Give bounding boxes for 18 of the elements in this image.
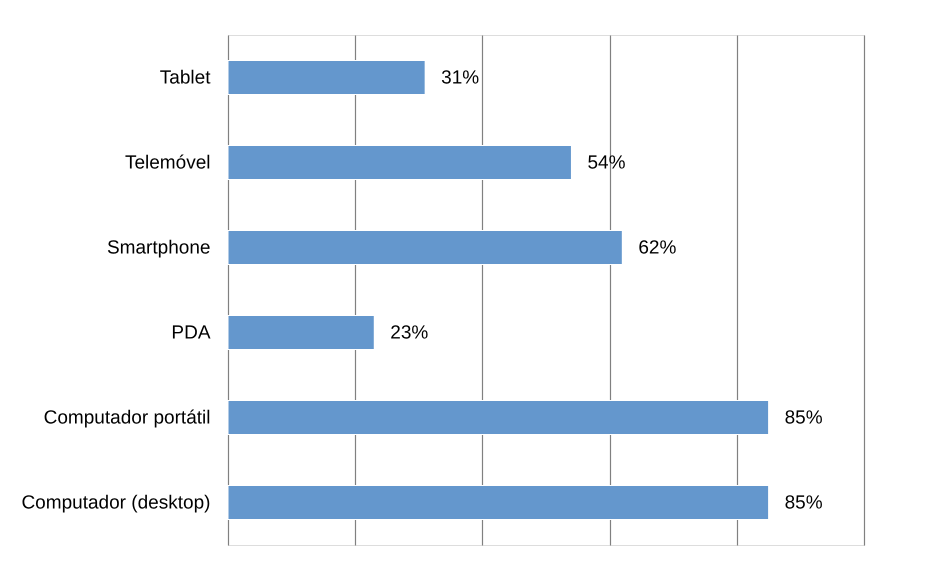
data-label: 23% xyxy=(390,322,428,344)
data-label: 85% xyxy=(784,492,823,514)
bar xyxy=(228,145,572,180)
y-tick-label: Smartphone xyxy=(106,238,210,258)
y-tick-label: Tablet xyxy=(160,68,212,88)
y-tick-label: Computador (desktop) xyxy=(21,492,210,514)
bar xyxy=(228,315,375,350)
data-label: 31% xyxy=(441,68,480,88)
bar xyxy=(228,60,426,95)
data-label: 62% xyxy=(638,238,676,258)
data-label: 85% xyxy=(784,408,823,428)
y-tick-label: Telemóvel xyxy=(124,152,210,174)
bar xyxy=(228,400,770,435)
y-tick-label: Computador portátil xyxy=(44,408,210,428)
bar xyxy=(228,230,623,265)
bar xyxy=(228,485,770,520)
y-tick-label: PDA xyxy=(171,322,211,344)
data-label: 54% xyxy=(587,152,626,174)
